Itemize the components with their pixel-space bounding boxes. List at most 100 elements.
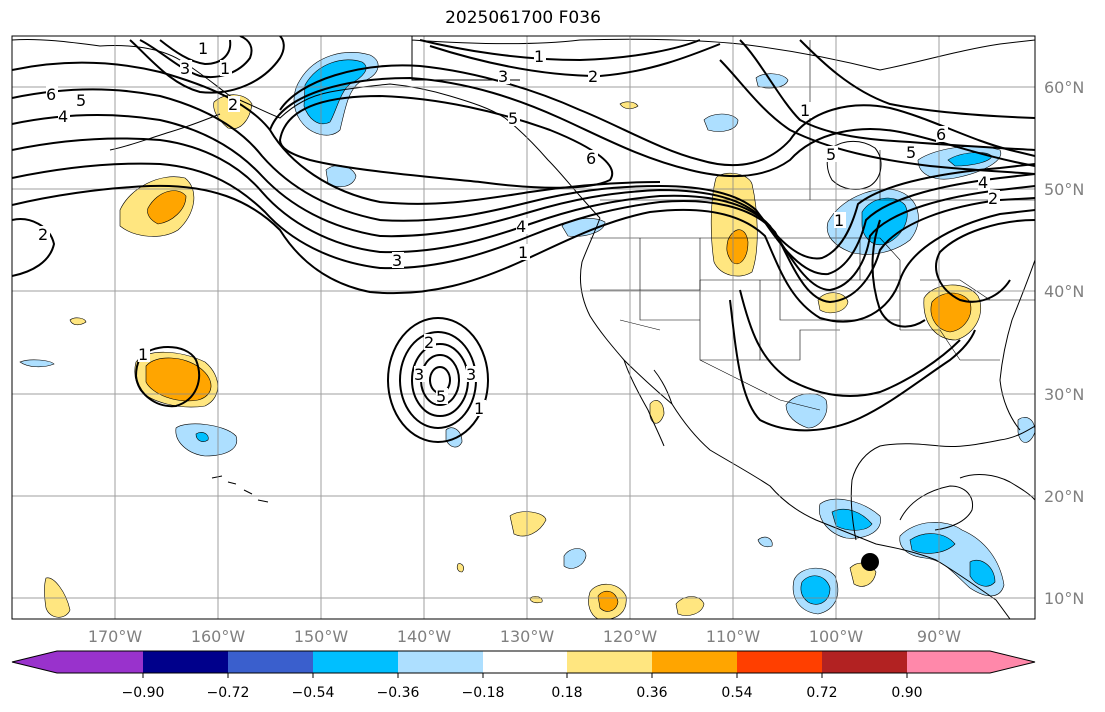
coast-yucatan xyxy=(899,485,974,531)
coastlines xyxy=(12,36,1035,619)
coast-east-us xyxy=(999,259,1035,431)
colorbar-segment xyxy=(143,651,229,673)
contour-label: 1 xyxy=(474,399,484,418)
colorbar-tick-label: 0.18 xyxy=(551,685,582,701)
contour-label: 6 xyxy=(936,125,946,144)
contour-label: 3 xyxy=(180,59,190,78)
shade-west-tiny-lightblue xyxy=(19,359,55,368)
contour-label: 3 xyxy=(414,365,424,384)
coast-hudson xyxy=(826,141,882,190)
lon-label: 90°W xyxy=(917,627,961,646)
colorbar-outline xyxy=(11,650,1036,674)
shade-hawaii-blue xyxy=(195,432,209,442)
lon-label: 150°W xyxy=(294,627,349,646)
shade-baja-yellow xyxy=(649,400,665,424)
colorbar-tick-label: 0.72 xyxy=(806,685,837,701)
contour-jet-4 xyxy=(12,114,1035,276)
contour-trough-2 xyxy=(935,219,1035,303)
contour-label: 6 xyxy=(46,85,56,104)
shade-camerica-blue-2 xyxy=(969,560,996,587)
colorbar-segment xyxy=(313,651,399,673)
shade-epac-tiny-lightblue xyxy=(757,536,773,548)
contour-label: 5 xyxy=(436,387,446,406)
lat-label: 10°N xyxy=(1044,589,1084,608)
contour-jet-1 xyxy=(12,184,1035,323)
contour-gulf-2 xyxy=(729,299,976,432)
lon-label: 160°W xyxy=(191,627,246,646)
contour-label: 2 xyxy=(228,95,238,114)
coast-aleutians xyxy=(109,113,221,151)
contour-label: 5 xyxy=(76,91,86,110)
contour-label: 1 xyxy=(198,39,208,58)
coast-cuba xyxy=(959,474,1035,501)
contour-goa-inner xyxy=(278,94,613,189)
political-borders xyxy=(590,40,1035,411)
lon-label: 130°W xyxy=(500,627,555,646)
contour-west-edge xyxy=(12,218,56,277)
map-title: 2025061700 F036 xyxy=(445,8,601,28)
contour-trough-1 xyxy=(871,219,926,328)
contour-label: 2 xyxy=(424,333,434,352)
lat-label: 50°N xyxy=(1044,180,1084,199)
contour-jet-3 xyxy=(12,137,1035,292)
shade-small-yellow-2 xyxy=(619,101,639,110)
colorbar-segment xyxy=(907,651,990,673)
contour-label: 5 xyxy=(826,145,836,164)
contour-label: 2 xyxy=(988,189,998,208)
lat-label: 30°N xyxy=(1044,385,1084,404)
shade-mex-blue xyxy=(831,508,873,531)
coast-gulf xyxy=(850,425,1035,541)
colorbar-segment xyxy=(822,651,908,673)
lon-label: 140°W xyxy=(397,627,452,646)
shade-canada-lightblue xyxy=(703,113,739,132)
contour-ecan-2 xyxy=(719,59,1035,175)
colorbar: −0.90 −0.72 −0.54 −0.36 −0.18 0.18 0.36 … xyxy=(11,650,1036,701)
coast-alaska xyxy=(12,38,601,219)
shade-epac-blue xyxy=(800,575,831,605)
contour-label: 1 xyxy=(534,47,544,66)
contour-label: 3 xyxy=(498,67,508,86)
colorbar-extend-left xyxy=(12,651,57,673)
contour-goa-low-1 xyxy=(279,64,1035,167)
contour-label: 2 xyxy=(588,67,598,86)
colorbar-segment xyxy=(483,651,568,673)
contour-label: 5 xyxy=(906,143,916,162)
coast-arctic-north xyxy=(411,36,1035,81)
shade-alaska-blue xyxy=(303,59,367,125)
colorbar-tick-label: 0.36 xyxy=(636,685,667,701)
colorbar-segment xyxy=(228,651,314,673)
colorbar-extend-right xyxy=(990,651,1035,673)
colorbar-tick-label: −0.36 xyxy=(377,685,420,701)
contour-cutoff-1 xyxy=(387,317,489,443)
shade-small-yellow-1 xyxy=(69,317,87,326)
shade-camerica-blue xyxy=(909,533,956,554)
shade-epac-small-lightblue xyxy=(563,548,587,569)
lat-label: 60°N xyxy=(1044,78,1084,97)
contour-label: 1 xyxy=(800,101,810,120)
contour-label: 2 xyxy=(38,225,48,244)
lat-label: 40°N xyxy=(1044,282,1084,301)
contour-arctic-5 xyxy=(129,36,285,94)
contour-ecan-1 xyxy=(739,39,1035,151)
lon-label: 170°W xyxy=(88,627,143,646)
contour-label: 1 xyxy=(834,211,844,230)
lon-label: 100°W xyxy=(809,627,864,646)
lat-label: 20°N xyxy=(1044,487,1084,506)
contour-label: 4 xyxy=(978,173,988,192)
contour-arctic-1 xyxy=(419,39,701,62)
shade-tiny-yellow-6 xyxy=(456,563,464,573)
colorbar-segment xyxy=(652,651,738,673)
shade-npac-orange xyxy=(147,190,187,225)
shade-canada-lightblue-2 xyxy=(755,73,789,89)
contour-label: 3 xyxy=(392,251,402,270)
contour-label: 6 xyxy=(586,149,596,168)
contour-jet-6 xyxy=(12,61,661,205)
shade-epac-yellow-1 xyxy=(509,511,547,537)
colorbar-tick-label: −0.18 xyxy=(462,685,505,701)
contour-label: 3 xyxy=(466,365,476,384)
contour-arctic-4 xyxy=(159,39,232,66)
contour-label: 5 xyxy=(508,109,518,128)
shade-ohio-orange xyxy=(930,292,972,333)
contour-ecan-3 xyxy=(799,39,1035,119)
